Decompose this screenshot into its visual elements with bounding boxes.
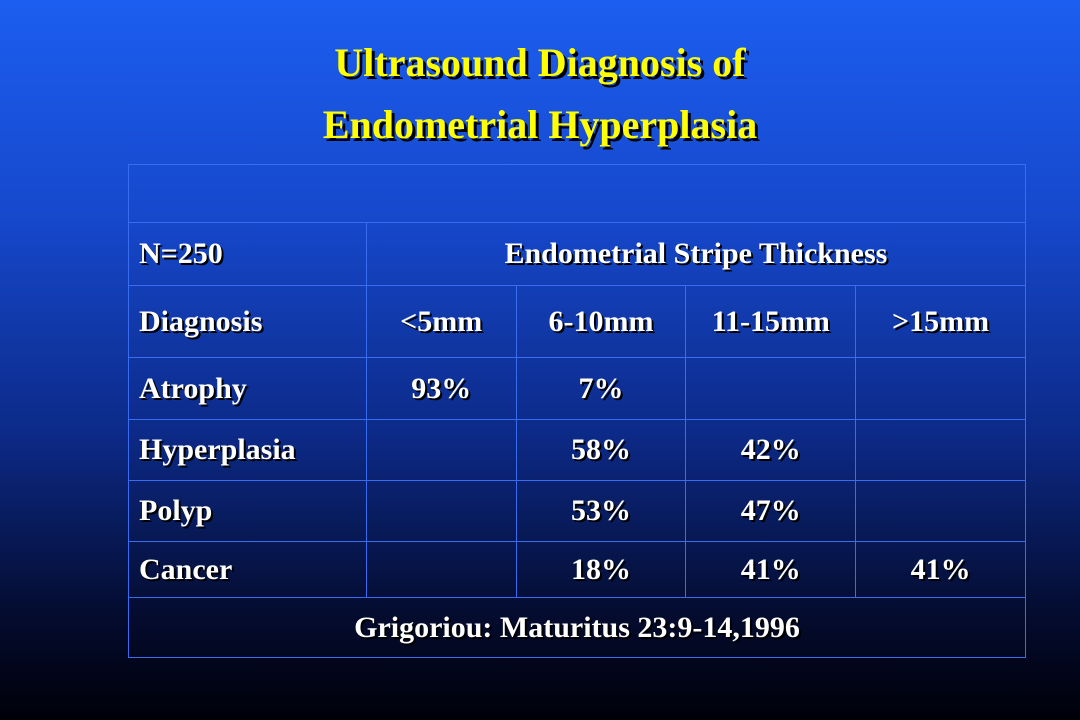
row-label: Atrophy xyxy=(128,357,367,420)
column-header: 11-15mm xyxy=(685,285,857,358)
group-header: Endometrial Stripe Thickness xyxy=(365,222,1027,286)
column-header: Diagnosis xyxy=(128,285,367,358)
row: Hyperplasia 58% 42% xyxy=(128,419,1026,481)
row: Atrophy 93% 7% xyxy=(128,357,1026,420)
footer-row: Grigoriou: Maturitus 23:9-14,1996 xyxy=(128,597,1026,658)
header-row: Diagnosis <5mm 6-10mm 11-15mm >15mm xyxy=(128,285,1026,358)
cell xyxy=(855,480,1026,542)
column-header: <5mm xyxy=(365,285,517,358)
cell: 41% xyxy=(685,541,857,598)
cell xyxy=(365,480,517,542)
row-label: Cancer xyxy=(128,541,367,598)
title: Ultrasound Diagnosis of Endometrial Hype… xyxy=(0,32,1080,156)
title-line: Endometrial Hyperplasia xyxy=(322,102,758,147)
row-label: Hyperplasia xyxy=(128,419,367,481)
cell xyxy=(855,357,1026,420)
cell: 93% xyxy=(365,357,517,420)
row: Cancer 18% 41% 41% xyxy=(128,541,1026,598)
cell: 18% xyxy=(515,541,687,598)
cell: 42% xyxy=(685,419,857,481)
cell: 58% xyxy=(515,419,687,481)
column-header: 6-10mm xyxy=(515,285,687,358)
column-header: >15mm xyxy=(855,285,1026,358)
table-body: Atrophy 93% 7% Hyperplasia 58% 42% Polyp 53% 47%… xyxy=(128,357,1026,598)
cell xyxy=(685,357,857,420)
group-row: N=250 Endometrial Stripe Thickness xyxy=(128,222,1027,286)
cell: 53% xyxy=(515,480,687,542)
cell xyxy=(128,164,1026,223)
title-line: Ultrasound Diagnosis of xyxy=(334,40,746,85)
row-label: Polyp xyxy=(128,480,367,542)
row: Polyp 53% 47% xyxy=(128,480,1026,542)
sample-size: N=250 xyxy=(128,222,367,286)
cell: 41% xyxy=(855,541,1026,598)
empty-row xyxy=(128,164,1026,223)
citation: Grigoriou: Maturitus 23:9-14,1996 xyxy=(128,597,1026,658)
cell xyxy=(855,419,1026,481)
cell xyxy=(365,541,517,598)
table: N=250 Endometrial Stripe Thickness Diagn… xyxy=(128,164,1027,658)
cell: 7% xyxy=(515,357,687,420)
cell xyxy=(365,419,517,481)
cell: 47% xyxy=(685,480,857,542)
